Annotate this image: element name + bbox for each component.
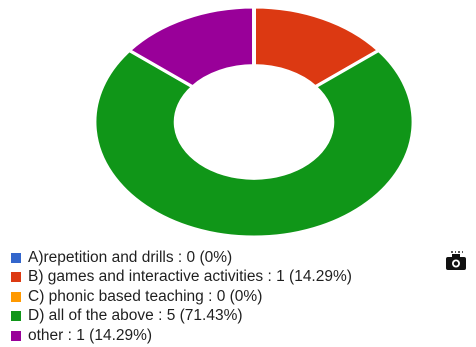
donut-chart [92,5,416,239]
legend-label-a: A)repetition and drills : 0 (0%) [28,248,233,266]
legend-item-b: B) games and interactive activities : 1 … [11,268,352,288]
chart-legend: A)repetition and drills : 0 (0%) B) game… [11,248,352,346]
legend-label-d: D) all of the above : 5 (71.43%) [28,307,243,325]
legend-swatch-a [11,252,21,263]
legend-item-d: D) all of the above : 5 (71.43%) [11,307,352,327]
legend-item-c: C) phonic based teaching : 0 (0%) [11,287,352,307]
legend-swatch-d [11,311,21,322]
legend-label-other: other : 1 (14.29%) [28,326,153,344]
camera-icon[interactable] [444,250,470,272]
legend-swatch-c [11,291,21,302]
legend-label-c: C) phonic based teaching : 0 (0%) [28,287,263,305]
legend-swatch-other [11,330,21,341]
legend-item-other: other : 1 (14.29%) [11,326,352,346]
donut-slice-other [127,5,256,89]
legend-item-a: A)repetition and drills : 0 (0%) [11,248,352,268]
donut-slice-d [92,48,416,239]
legend-swatch-b [11,272,21,283]
legend-label-b: B) games and interactive activities : 1 … [28,268,352,286]
